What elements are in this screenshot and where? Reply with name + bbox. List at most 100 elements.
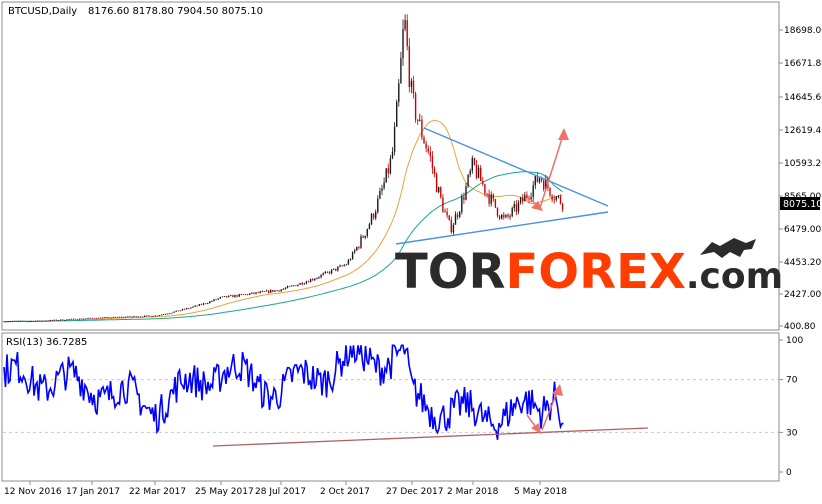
candle-body	[102, 317, 104, 319]
candle-body	[427, 148, 429, 152]
rsi-tick-label: 0	[786, 468, 792, 478]
candle-body	[475, 164, 478, 178]
candle-body	[123, 316, 125, 318]
candle-body	[383, 182, 385, 189]
price-tick-label: 18698.00	[784, 26, 822, 36]
x-tick-label: 2 Mar 2018	[447, 487, 499, 497]
candle-body	[217, 298, 219, 300]
candle-body	[299, 282, 301, 285]
candle-body	[536, 176, 539, 183]
candle-body	[169, 313, 171, 315]
candle-body	[433, 168, 436, 174]
price-tick-label: 14645.60	[784, 93, 822, 103]
candle-body	[156, 315, 158, 317]
candle-body	[108, 317, 110, 318]
x-tick-label: 2 Oct 2017	[320, 487, 370, 497]
candle-body	[391, 151, 394, 159]
candle-body	[45, 320, 47, 322]
candle-body	[322, 273, 324, 275]
candle-body	[70, 318, 72, 320]
candle-body	[429, 151, 431, 157]
candle-body	[517, 202, 520, 212]
candle-body	[39, 320, 41, 322]
candle-body	[341, 265, 343, 267]
candle-body	[423, 137, 425, 144]
candle-body	[410, 80, 413, 87]
candle-body	[26, 321, 28, 323]
candle-body	[442, 197, 444, 212]
candle-body	[549, 187, 551, 196]
candle-body	[74, 318, 77, 320]
candle-body	[326, 271, 329, 273]
candle-body	[519, 197, 522, 203]
candle-body	[553, 199, 555, 201]
candle-body	[448, 215, 450, 220]
candle-body	[538, 178, 541, 183]
candle-body	[366, 228, 368, 236]
x-tick-label: 12 Nov 2016	[4, 487, 62, 497]
candle-body	[467, 174, 469, 187]
candle-body	[112, 316, 114, 318]
candle-body	[446, 211, 448, 216]
candle-body	[328, 272, 331, 274]
candle-body	[91, 317, 93, 319]
candle-body	[255, 292, 257, 294]
candle-body	[358, 247, 360, 248]
candle-body	[509, 216, 511, 217]
candle-body	[129, 316, 131, 318]
candle-body	[160, 314, 163, 316]
candle-body	[213, 299, 215, 302]
candle-body	[257, 292, 259, 294]
candle-body	[165, 313, 167, 315]
candle-body	[400, 58, 402, 84]
candle-body	[555, 196, 557, 200]
candle-body	[507, 214, 509, 217]
candle-body	[236, 295, 238, 297]
price-annotations	[395, 127, 609, 245]
candle-body	[461, 196, 463, 213]
candle-body	[93, 318, 95, 319]
candle-body	[551, 195, 553, 200]
upside-arrow-head	[558, 128, 569, 140]
candle-body	[234, 295, 236, 298]
downside-arrow-head	[531, 201, 543, 211]
candle-body	[265, 290, 268, 292]
current-price-label: 8075.10	[783, 199, 822, 210]
candle-body	[144, 315, 146, 317]
candle-body	[209, 301, 211, 304]
candle-body	[49, 320, 51, 321]
candle-body	[261, 291, 263, 292]
candle-body	[396, 101, 398, 127]
candle-body	[238, 294, 240, 297]
candle-body	[305, 281, 308, 284]
candle-body	[408, 46, 410, 87]
candle-body	[385, 168, 387, 183]
candle-body	[62, 319, 64, 321]
candle-body	[532, 185, 534, 197]
candle-body	[179, 310, 182, 312]
candle-body	[55, 319, 58, 321]
candle-body	[372, 213, 375, 219]
candle-body	[534, 176, 536, 186]
candle-body	[148, 315, 150, 317]
candle-body	[490, 194, 492, 204]
candle-body	[492, 194, 494, 199]
candle-body	[30, 321, 32, 322]
candle-body	[280, 289, 282, 292]
candle-body	[526, 194, 528, 199]
rsi-tick-label: 100	[786, 336, 803, 346]
candle-body	[114, 316, 116, 318]
candle-body	[456, 214, 459, 217]
candle-body	[194, 305, 196, 307]
rsi-tick-label: 70	[786, 376, 798, 386]
x-tick-label: 28 Jul 2017	[255, 487, 306, 497]
candle-body	[215, 299, 217, 301]
candle-body	[524, 194, 526, 202]
candle-body	[221, 296, 224, 298]
candle-body	[244, 294, 247, 296]
x-tick-label: 25 May 2017	[195, 487, 254, 497]
price-tick-label: 4453.20	[784, 258, 821, 268]
price-tick-label: 400.80	[784, 322, 816, 332]
candle-body	[333, 268, 335, 270]
candle-body	[368, 224, 371, 229]
